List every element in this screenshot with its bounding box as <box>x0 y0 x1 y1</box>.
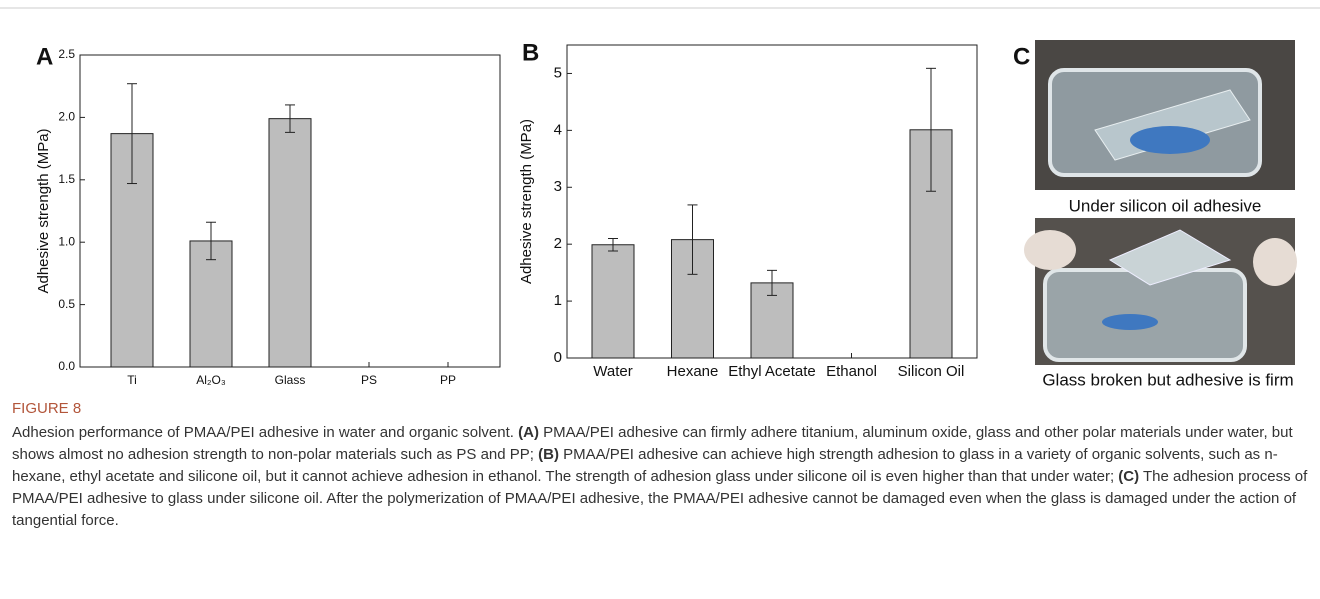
error-bar <box>767 269 777 296</box>
x-tick-label: Al₂O₃ <box>196 373 226 387</box>
photo-caption: Glass broken but adhesive is firm <box>1042 370 1293 389</box>
error-bar <box>206 221 216 261</box>
y-tick-label: 1 <box>554 292 562 309</box>
figure: C Under silicon oil adhesive Glass broke… <box>0 7 1320 389</box>
error-bar <box>285 104 295 133</box>
error-bar <box>127 83 137 185</box>
figure-label: FIGURE 8 <box>12 400 82 417</box>
y-axis-label: Adhesive strength (MPa) <box>35 128 52 293</box>
caption-part: (B) <box>538 446 559 463</box>
x-tick-label: Ethanol <box>826 363 877 380</box>
caption-text: Adhesion performance of PMAA/PEI adhesiv… <box>12 422 1308 532</box>
caption-part: PMAA/PEI adhesive can firmly adhere tita… <box>12 424 1293 463</box>
caption-part: The adhesion process of PMAA/PEI adhesiv… <box>12 468 1308 529</box>
caption-part: (A) <box>518 424 539 441</box>
panel-letter: C <box>1013 43 1030 70</box>
x-tick-label: Ethyl Acetate <box>728 363 816 380</box>
caption: FIGURE 8 Adhesion performance of PMAA/PE… <box>12 398 1308 532</box>
x-tick-label: Hexane <box>667 363 719 380</box>
bar <box>189 240 233 368</box>
x-tick-label: PS <box>361 373 377 387</box>
caption-part: (C) <box>1118 468 1140 485</box>
y-tick-label: 0 <box>554 349 562 366</box>
bar <box>268 118 312 368</box>
y-tick-label: 2 <box>554 235 562 252</box>
x-tick-label: PP <box>440 373 456 387</box>
panel-letter: B <box>522 39 539 66</box>
photo <box>1035 40 1295 190</box>
y-axis-label: Adhesive strength (MPa) <box>518 119 535 284</box>
y-tick-label: 5 <box>554 64 562 81</box>
y-tick-label: 1.0 <box>58 234 75 248</box>
x-tick-label: Silicon Oil <box>898 363 965 380</box>
y-tick-label: 2.0 <box>58 110 75 124</box>
panel-letter: A <box>36 43 53 70</box>
error-bar <box>687 204 698 275</box>
x-tick-label: Water <box>593 363 632 380</box>
y-tick-label: 1.5 <box>58 172 75 186</box>
caption-part: PMAA/PEI adhesive can achieve high stren… <box>12 446 1278 485</box>
error-bar <box>608 237 618 252</box>
error-bar <box>926 67 936 192</box>
bar <box>591 244 635 359</box>
photo <box>1024 218 1297 365</box>
y-tick-label: 0.0 <box>58 359 75 373</box>
photo-caption: Under silicon oil adhesive <box>1069 196 1262 215</box>
x-tick-label: Glass <box>275 373 306 387</box>
y-tick-label: 4 <box>554 121 562 138</box>
caption-part: Adhesion performance of PMAA/PEI adhesiv… <box>12 424 519 441</box>
y-tick-label: 3 <box>554 178 562 195</box>
y-tick-label: 2.5 <box>58 47 75 61</box>
x-tick-label: Ti <box>127 373 137 387</box>
y-tick-label: 0.5 <box>58 297 75 311</box>
